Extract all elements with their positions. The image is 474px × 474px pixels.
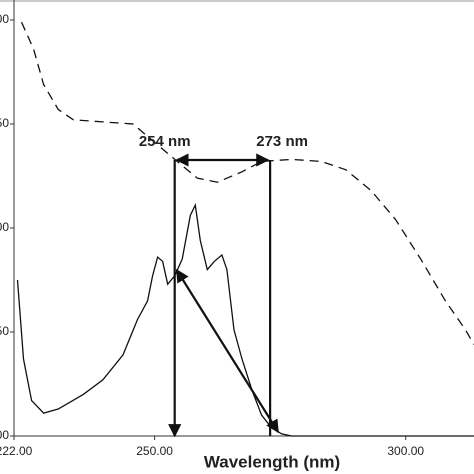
y-tick-label: 2.00 xyxy=(0,12,9,26)
y-tick-label: 1.50 xyxy=(0,116,9,130)
marker-label: 254 nm xyxy=(139,133,191,150)
y-tick-label: 0.50 xyxy=(0,324,9,338)
spectrum-line xyxy=(16,202,474,437)
y-tick-label: 0.00 xyxy=(0,428,9,442)
x-axis-title: Wavelength (nm) xyxy=(204,452,340,471)
marker-label: 273 nm xyxy=(256,133,308,150)
x-tick-label: 300.00 xyxy=(387,444,424,458)
x-tick-label: 222.00 xyxy=(0,444,33,458)
spectrum-line xyxy=(20,21,474,345)
x-tick-label: 250.00 xyxy=(136,444,173,458)
diagonal-arrow xyxy=(175,268,280,434)
y-tick-label: 1.00 xyxy=(0,220,9,234)
